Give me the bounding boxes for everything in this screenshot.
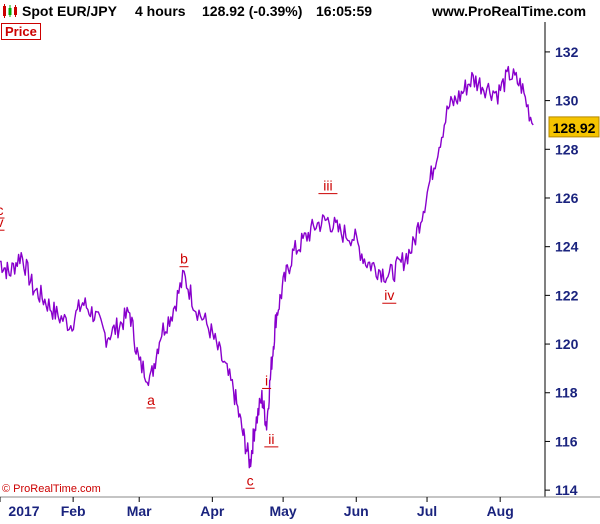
last-quote: 128.92 (-0.39%) (202, 3, 303, 19)
y-tick-label: 116 (555, 433, 578, 449)
y-tick-label: 128 (555, 141, 579, 157)
timeframe-label: 4 hours (135, 3, 186, 19)
price-series-line (0, 65, 534, 469)
x-tick-label: Jul (417, 503, 437, 519)
y-tick-label: 122 (555, 287, 579, 303)
wave-label: iii (323, 178, 332, 194)
x-tick-label: May (269, 503, 296, 519)
wave-label: v (0, 214, 4, 230)
wave-label: c (0, 202, 4, 218)
quote-time: 16:05:59 (316, 3, 373, 19)
y-tick-label: 120 (555, 336, 579, 352)
y-tick-label: 130 (555, 93, 579, 109)
website-link[interactable]: www.ProRealTime.com (432, 3, 587, 19)
candlestick-icon (3, 4, 17, 18)
y-tick-label: 132 (555, 44, 579, 60)
y-tick-label: 124 (555, 239, 579, 255)
x-tick-label: Feb (61, 503, 86, 519)
x-tick-label: Aug (487, 503, 514, 519)
y-tick-label: 126 (555, 190, 579, 206)
wave-label: a (147, 392, 155, 408)
wave-label: b (180, 251, 188, 267)
price-chart[interactable]: 132 130 128 126 124 122 120 118 116 114 2017 Feb Mar… (0, 22, 600, 519)
wave-label: c (247, 472, 254, 488)
instrument-name: Spot EUR/JPY (22, 3, 117, 19)
x-tick-label: Jun (344, 503, 369, 519)
chart-header: Spot EUR/JPY 4 hours 128.92 (-0.39%) 16:… (0, 0, 600, 22)
copyright-text: © ProRealTime.com (2, 483, 101, 495)
price-panel-label: Price (1, 23, 41, 40)
y-tick-label: 118 (555, 385, 578, 401)
wave-label: ii (268, 431, 274, 447)
wave-label: i (265, 372, 268, 388)
x-tick-label: Apr (200, 503, 225, 519)
last-price-box (548, 116, 600, 138)
x-tick-label: Mar (127, 503, 152, 519)
last-price-label: 128.92 (553, 120, 596, 136)
x-tick-label: 2017 (8, 503, 39, 519)
price-chart-svg: 132 130 128 126 124 122 120 118 116 114 2017 Feb Mar… (0, 22, 600, 519)
y-tick-label: 114 (555, 482, 578, 498)
wave-label: iv (384, 287, 394, 303)
